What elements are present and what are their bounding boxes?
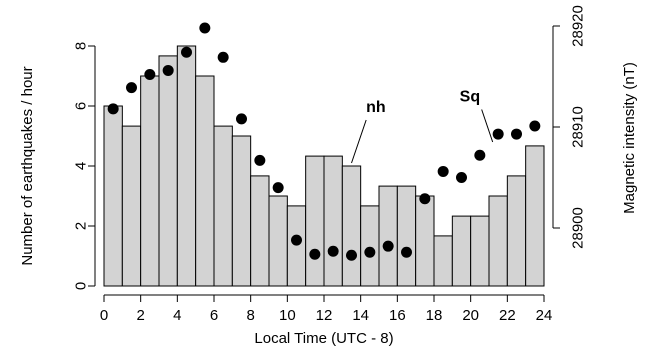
x-tick-label: 14 (352, 307, 369, 324)
y2-tick-label: 28920 (569, 5, 586, 47)
bar (323, 155, 343, 287)
y-tick-label: 8 (72, 42, 89, 50)
bar (140, 75, 160, 287)
y-tick-label: 0 (72, 282, 89, 290)
sq-point (162, 64, 174, 76)
x-tick-label: 0 (100, 307, 108, 324)
sq-point (236, 113, 247, 125)
y-tick-label: 4 (72, 162, 89, 170)
sq-point (107, 103, 119, 115)
y-axis-title: Number of earthquakes / hour (19, 66, 36, 265)
x-tick-label: 2 (136, 307, 144, 324)
annotation-leader (351, 119, 367, 164)
sq-point (309, 248, 321, 260)
sq-point (382, 240, 394, 252)
y-tick-label: 6 (72, 102, 89, 110)
bar (305, 155, 325, 287)
bar (360, 205, 380, 287)
x-tick-label: 22 (499, 307, 516, 324)
sq-point (291, 234, 302, 246)
annotation-label: Sq (460, 89, 480, 106)
bar (103, 105, 123, 287)
y-tick-label: 2 (72, 222, 89, 230)
sq-point (199, 22, 211, 34)
bar (213, 125, 233, 287)
bar (195, 75, 215, 287)
points-layer (107, 22, 541, 261)
bar (525, 145, 545, 287)
bar (341, 165, 362, 287)
bar (433, 235, 453, 287)
sq-point (511, 128, 522, 140)
bar (250, 175, 270, 287)
sq-point (492, 128, 504, 140)
bar (378, 185, 398, 287)
bar (286, 205, 307, 287)
x-tick-label: 10 (279, 307, 296, 324)
sq-point (254, 154, 266, 166)
sq-point (327, 245, 339, 257)
x-tick-label: 12 (316, 307, 333, 324)
sq-point (217, 51, 229, 63)
bar (268, 195, 288, 287)
x-tick-label: 20 (462, 307, 479, 324)
bar (231, 135, 252, 287)
sq-point (401, 246, 412, 258)
annotation-label: nh (366, 99, 386, 116)
y2-tick-label: 28910 (569, 106, 586, 148)
sq-point (364, 246, 376, 258)
x-tick-label: 24 (536, 307, 553, 324)
sq-point (456, 172, 467, 183)
sq-point (272, 182, 284, 194)
bar (470, 215, 490, 287)
sq-point (529, 120, 541, 132)
x-tick-label: 18 (426, 307, 443, 324)
bar (396, 185, 417, 287)
x-axis-title: Local Time (UTC - 8) (254, 330, 393, 347)
bar (415, 195, 435, 287)
sq-point (419, 193, 431, 205)
x-tick-label: 16 (389, 307, 406, 324)
y2-axis-title: Magnetic intensity (nT) (621, 62, 638, 214)
axes-layer: 0 2 4 6 8 10 12 14 16 18 20 22 240246828900289102892… (72, 5, 586, 324)
sq-point (346, 249, 357, 261)
x-tick-label: 4 (173, 307, 181, 324)
bar (488, 195, 508, 287)
sq-point (181, 46, 192, 58)
x-tick-label: 6 (210, 307, 218, 324)
bar (451, 215, 472, 287)
sq-point (126, 82, 137, 94)
y2-tick-label: 28900 (569, 207, 586, 249)
bar (158, 55, 178, 287)
sq-point (474, 149, 486, 161)
bar (176, 45, 197, 287)
bar (506, 175, 527, 287)
sq-point (144, 68, 156, 80)
sq-point (437, 165, 449, 177)
annotation-leader (481, 109, 494, 143)
bars-layer (103, 45, 545, 287)
bar (121, 125, 142, 287)
x-tick-label: 8 (246, 307, 254, 324)
annotations-layer: nh Sq (351, 89, 494, 164)
